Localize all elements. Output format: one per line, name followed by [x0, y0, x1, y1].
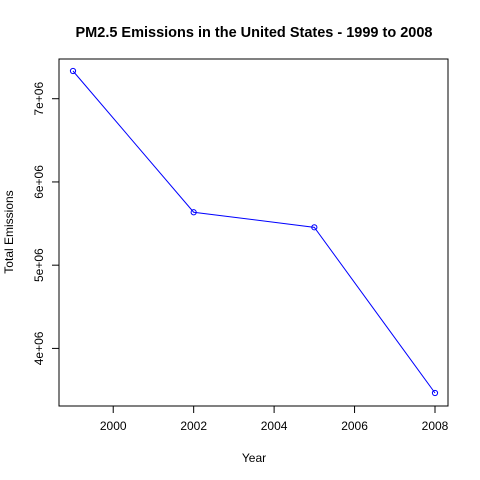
series-line	[72, 70, 436, 394]
chart-title: PM2.5 Emissions in the United States - 1…	[76, 25, 433, 41]
x-tick-label: 2004	[261, 419, 288, 433]
data-point	[431, 389, 439, 397]
y-tick-label: 5e+06	[32, 248, 46, 282]
x-axis-label: Year	[242, 451, 266, 465]
y-axis-label: Total Emissions	[2, 190, 16, 273]
y-tick-label: 7e+06	[32, 82, 46, 116]
x-tick-label: 2000	[100, 419, 127, 433]
x-axis: 2000 2002 2004 2006 2008	[100, 406, 449, 433]
y-tick-label: 4e+06	[32, 331, 46, 365]
data-point	[190, 209, 197, 216]
plot-frame	[58, 58, 449, 407]
y-axis: 4e+06 5e+06 6e+06 7e+06	[32, 82, 59, 365]
x-tick-label: 2002	[180, 419, 207, 433]
x-tick-label: 2006	[341, 419, 368, 433]
series-layer	[69, 67, 439, 397]
y-tick-label: 6e+06	[32, 165, 46, 199]
x-tick-label: 2008	[422, 419, 449, 433]
data-point	[311, 224, 318, 231]
data-point	[69, 67, 77, 75]
